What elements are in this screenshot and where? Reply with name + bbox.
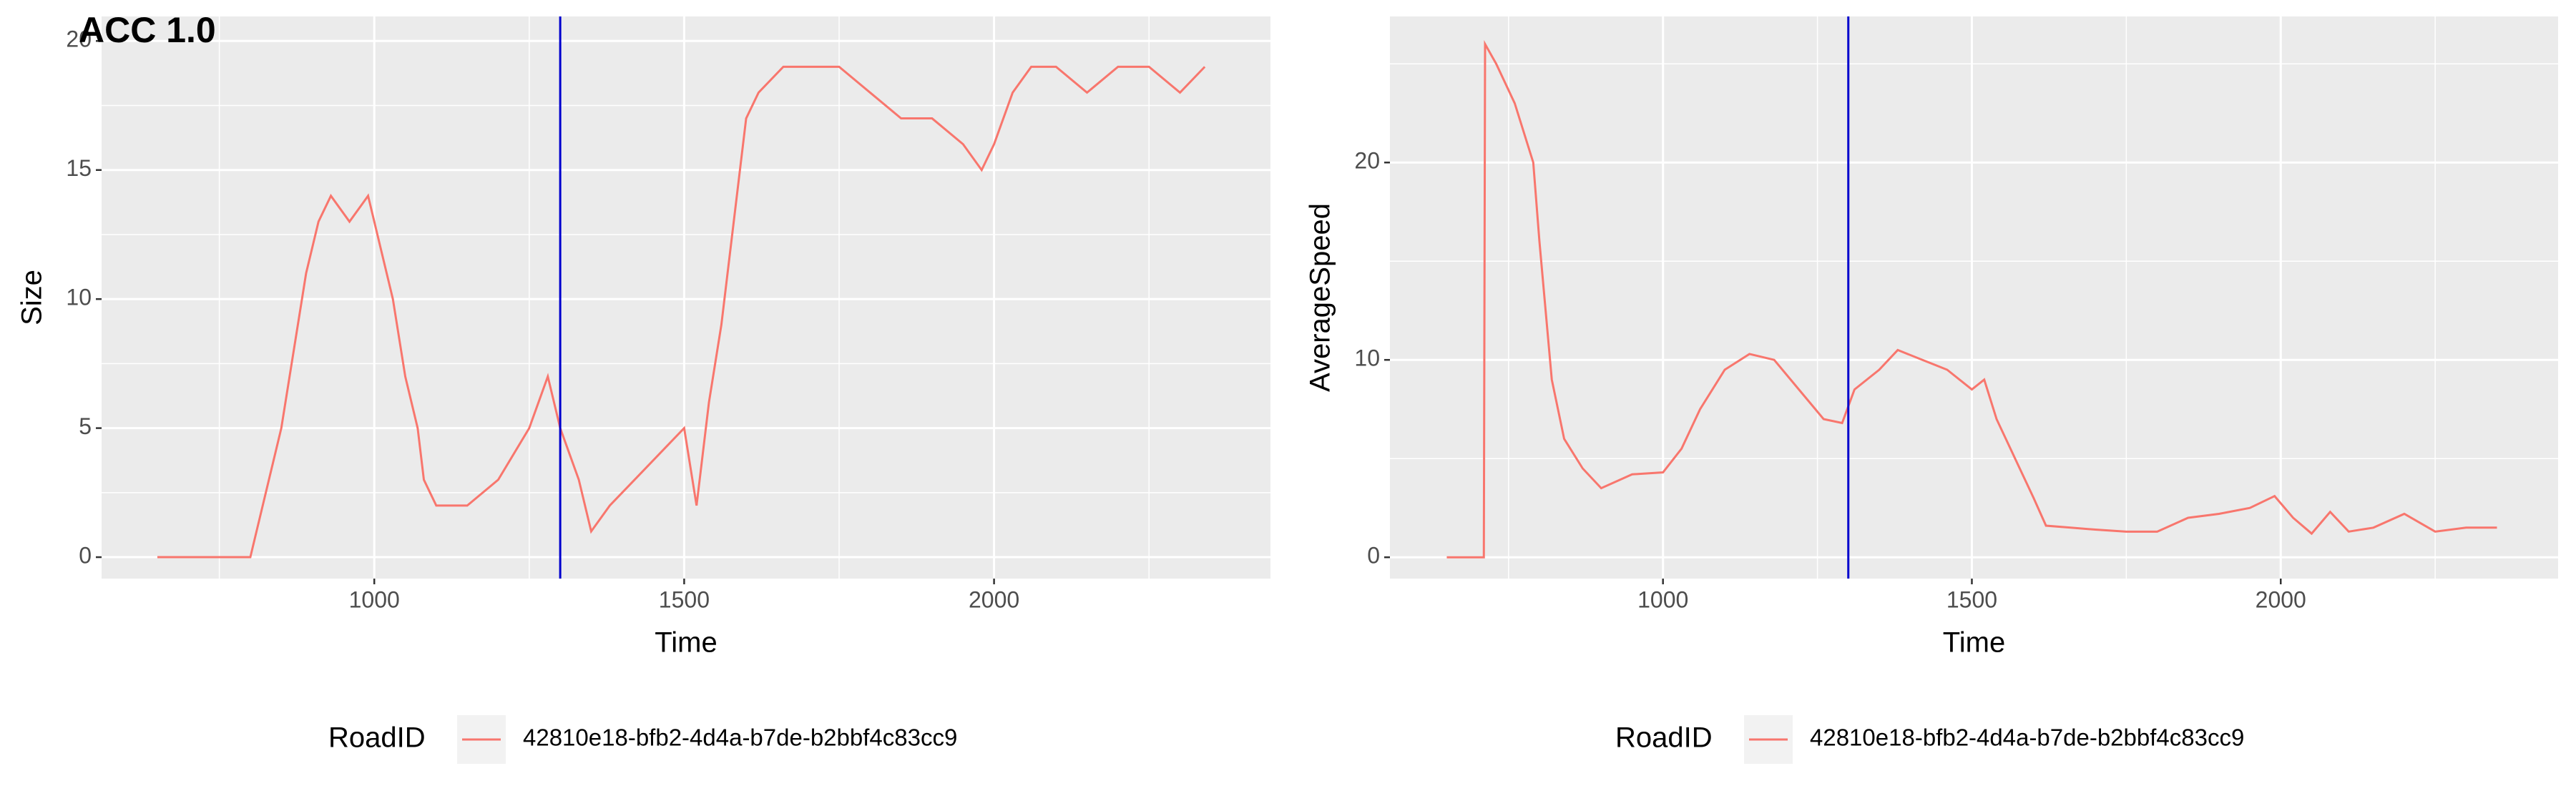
x-tick-label: 1500: [659, 586, 710, 612]
y-tick-label: 10: [1354, 345, 1380, 371]
y-tick-label: 20: [66, 26, 92, 52]
legend-title: RoadID: [328, 722, 426, 754]
legend-label: 42810e18-bfb2-4d4a-b7de-b2bbf4c83cc9: [1810, 724, 2244, 751]
x-tick-label: 2000: [969, 586, 1019, 612]
data-line: [157, 65, 1206, 559]
y-tick-label: 5: [79, 413, 92, 439]
x-tick-label: 1500: [1946, 586, 1997, 612]
panel: [1390, 16, 2558, 579]
legend-label: 42810e18-bfb2-4d4a-b7de-b2bbf4c83cc9: [523, 724, 957, 751]
y-tick-label: 0: [1367, 543, 1380, 569]
y-tick-label: 10: [66, 285, 92, 310]
x-tick-label: 1000: [1637, 586, 1688, 612]
x-axis-title: Time: [655, 627, 717, 659]
legend-title: RoadID: [1615, 722, 1713, 754]
y-tick-label: 15: [66, 155, 92, 181]
data-line: [1446, 39, 2497, 559]
panel: [102, 16, 1270, 579]
x-axis-title: Time: [1943, 627, 2005, 659]
y-tick-label: 20: [1354, 148, 1380, 174]
chart-title: ACC 1.0: [79, 10, 216, 50]
x-tick-label: 2000: [2256, 586, 2306, 612]
x-tick-label: 1000: [349, 586, 400, 612]
y-tick-label: 0: [79, 542, 92, 568]
y-axis-title: AverageSpeed: [1305, 203, 1336, 392]
y-axis-title: Size: [16, 270, 48, 325]
